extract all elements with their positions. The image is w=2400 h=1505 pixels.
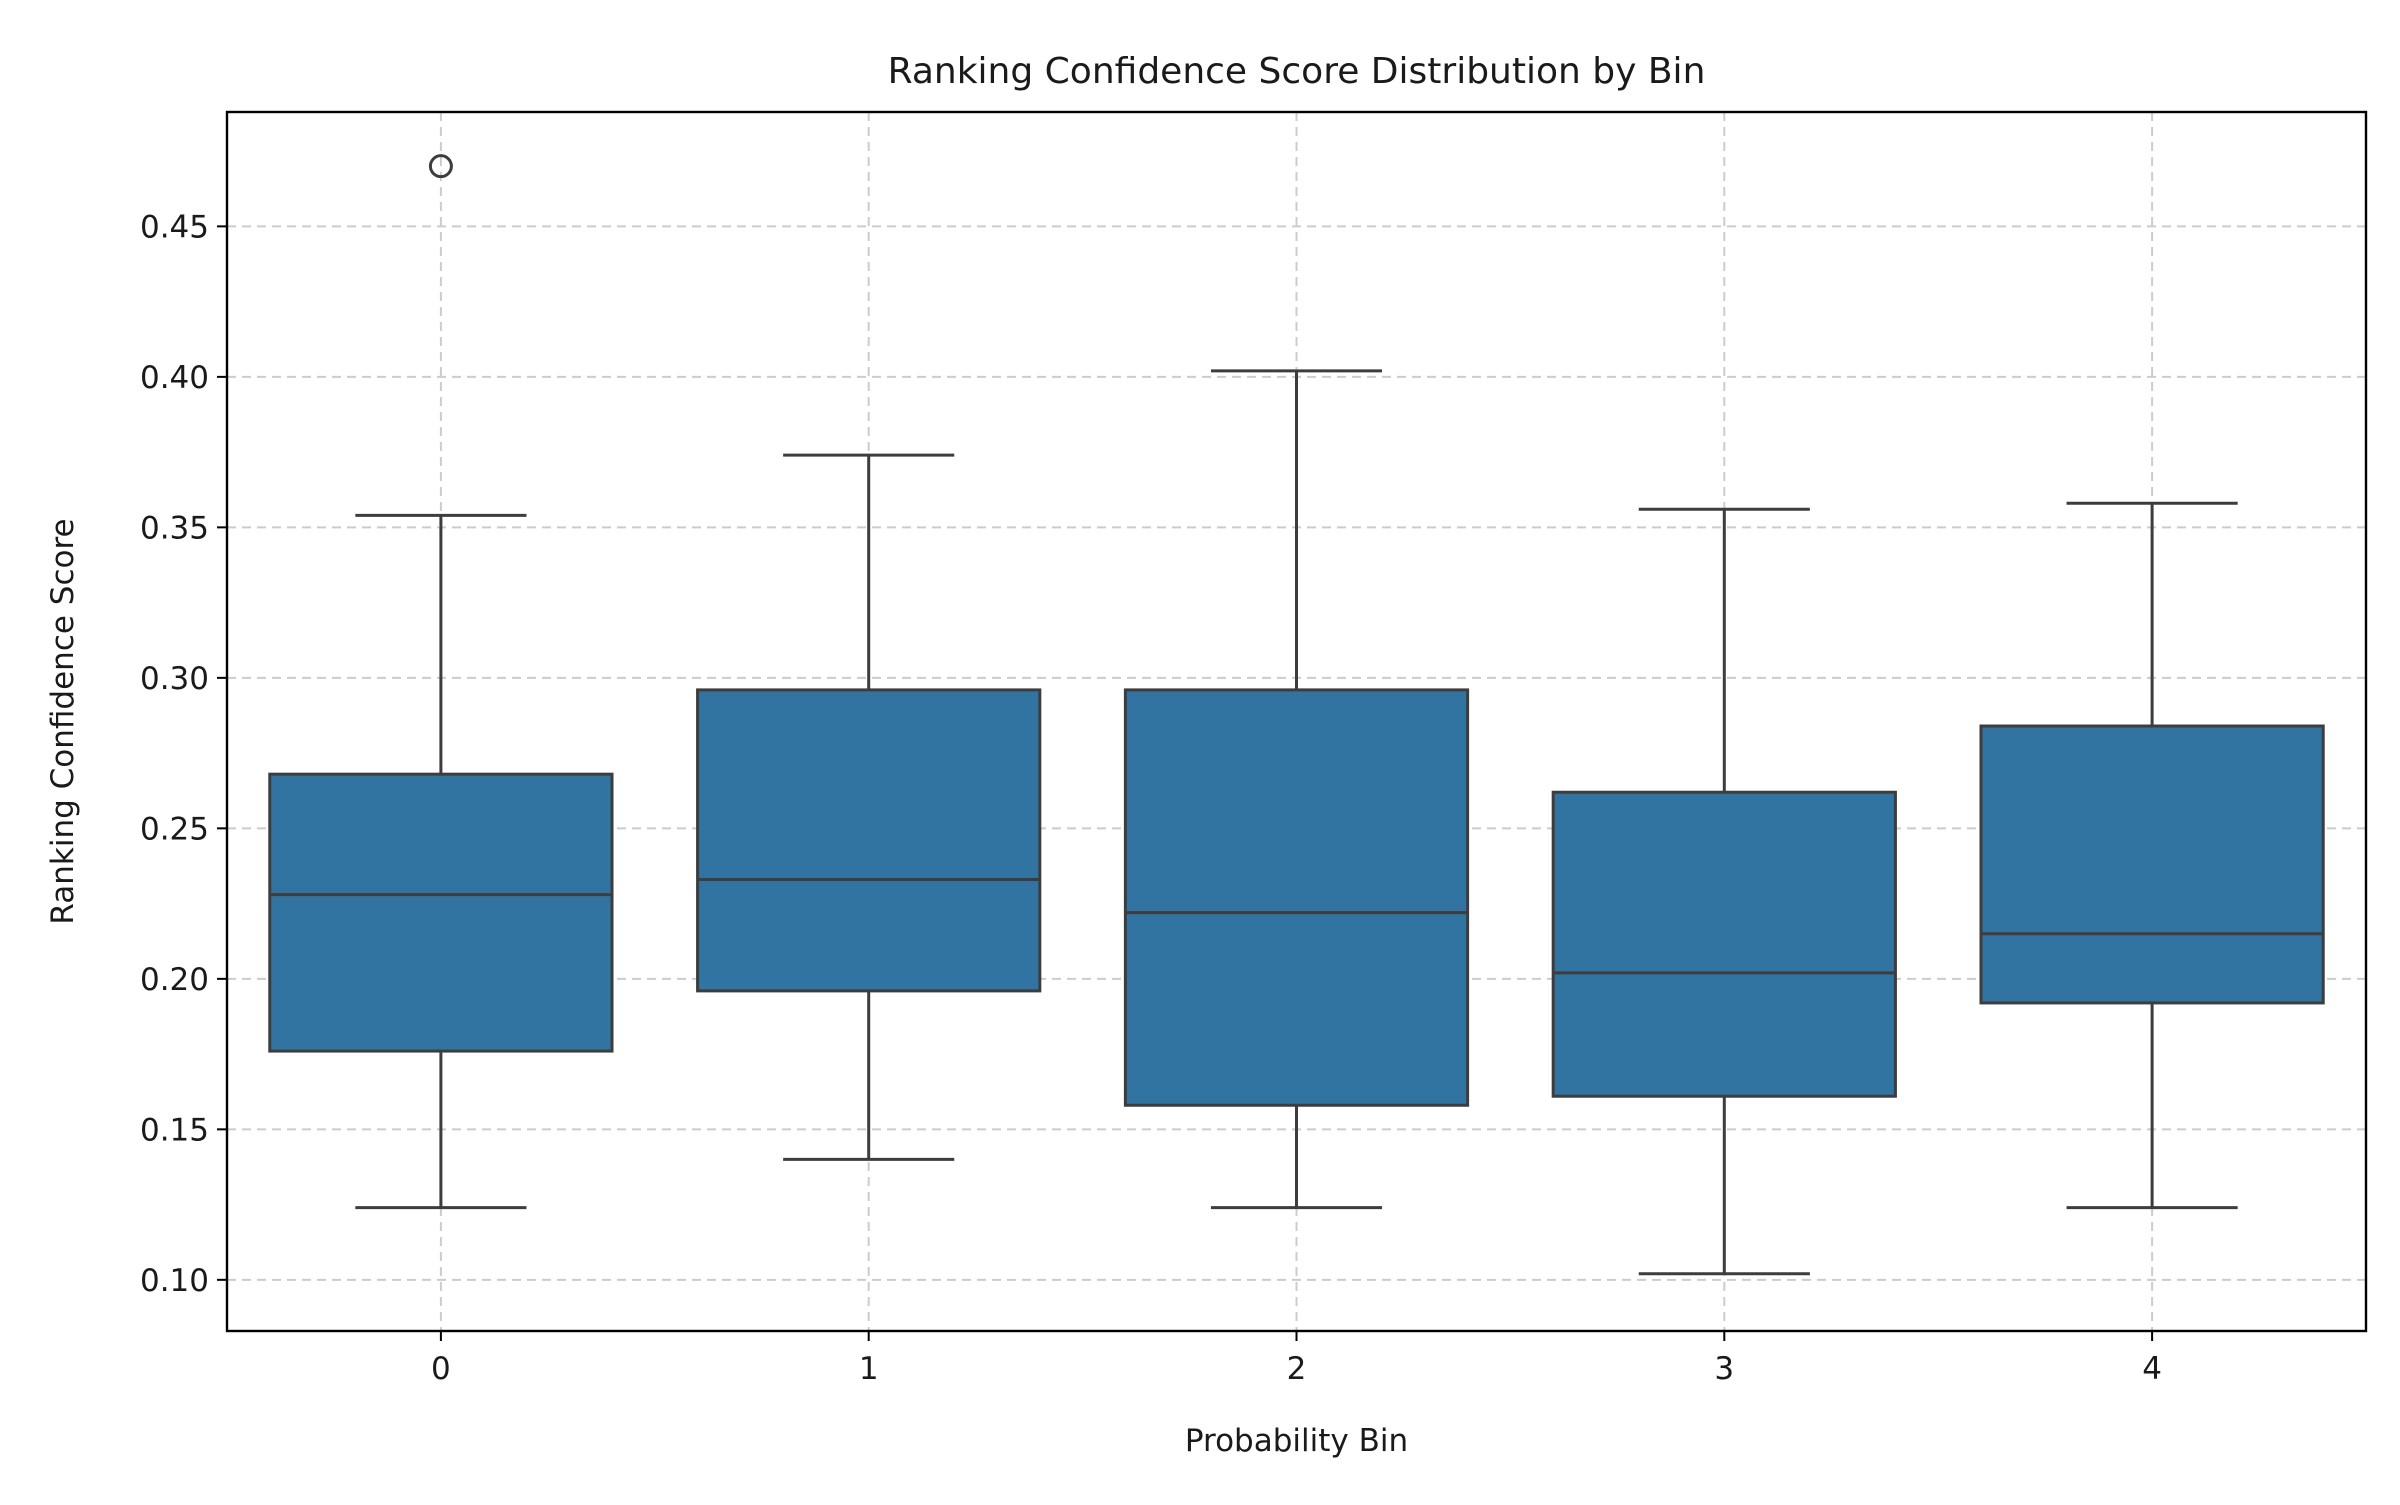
x-tick-label: 3	[1714, 1351, 1734, 1387]
y-tick-label: 0.35	[140, 510, 209, 546]
y-tick-label: 0.25	[140, 811, 209, 847]
box-iqr	[1123, 688, 1470, 1107]
y-axis-label: Ranking Confidence Score	[45, 518, 81, 924]
x-tick-label: 2	[1287, 1351, 1307, 1387]
outlier-point	[428, 154, 453, 179]
box-iqr	[1979, 724, 2325, 1005]
x-axis-label: Probability Bin	[1185, 1423, 1408, 1459]
tick-layer: 0.10 0.15 0.20 0.25 0.30 0.35 0.40 0.45 0 1 2 3 4	[140, 209, 2162, 1387]
box-iqr	[696, 688, 1042, 993]
box-group-1	[696, 453, 1042, 1161]
box-iqr	[268, 772, 614, 1053]
y-tick-label: 0.40	[140, 360, 209, 396]
box-layer	[268, 154, 2325, 1276]
x-tick-label: 1	[859, 1351, 879, 1387]
y-tick-label: 0.30	[140, 661, 209, 697]
x-tick-label: 0	[431, 1351, 451, 1387]
box-group-4	[1979, 501, 2325, 1210]
box-iqr	[1551, 790, 1897, 1098]
chart-title: Ranking Confidence Score Distribution by…	[888, 51, 1706, 92]
y-tick-label: 0.45	[140, 209, 209, 245]
y-tick-label: 0.10	[140, 1263, 209, 1299]
box-group-2	[1123, 369, 1470, 1210]
x-tick-label: 4	[2142, 1351, 2162, 1387]
box-group-3	[1551, 507, 1897, 1276]
y-tick-label: 0.20	[140, 962, 209, 998]
box-group-0	[268, 154, 614, 1210]
y-tick-label: 0.15	[140, 1112, 209, 1148]
